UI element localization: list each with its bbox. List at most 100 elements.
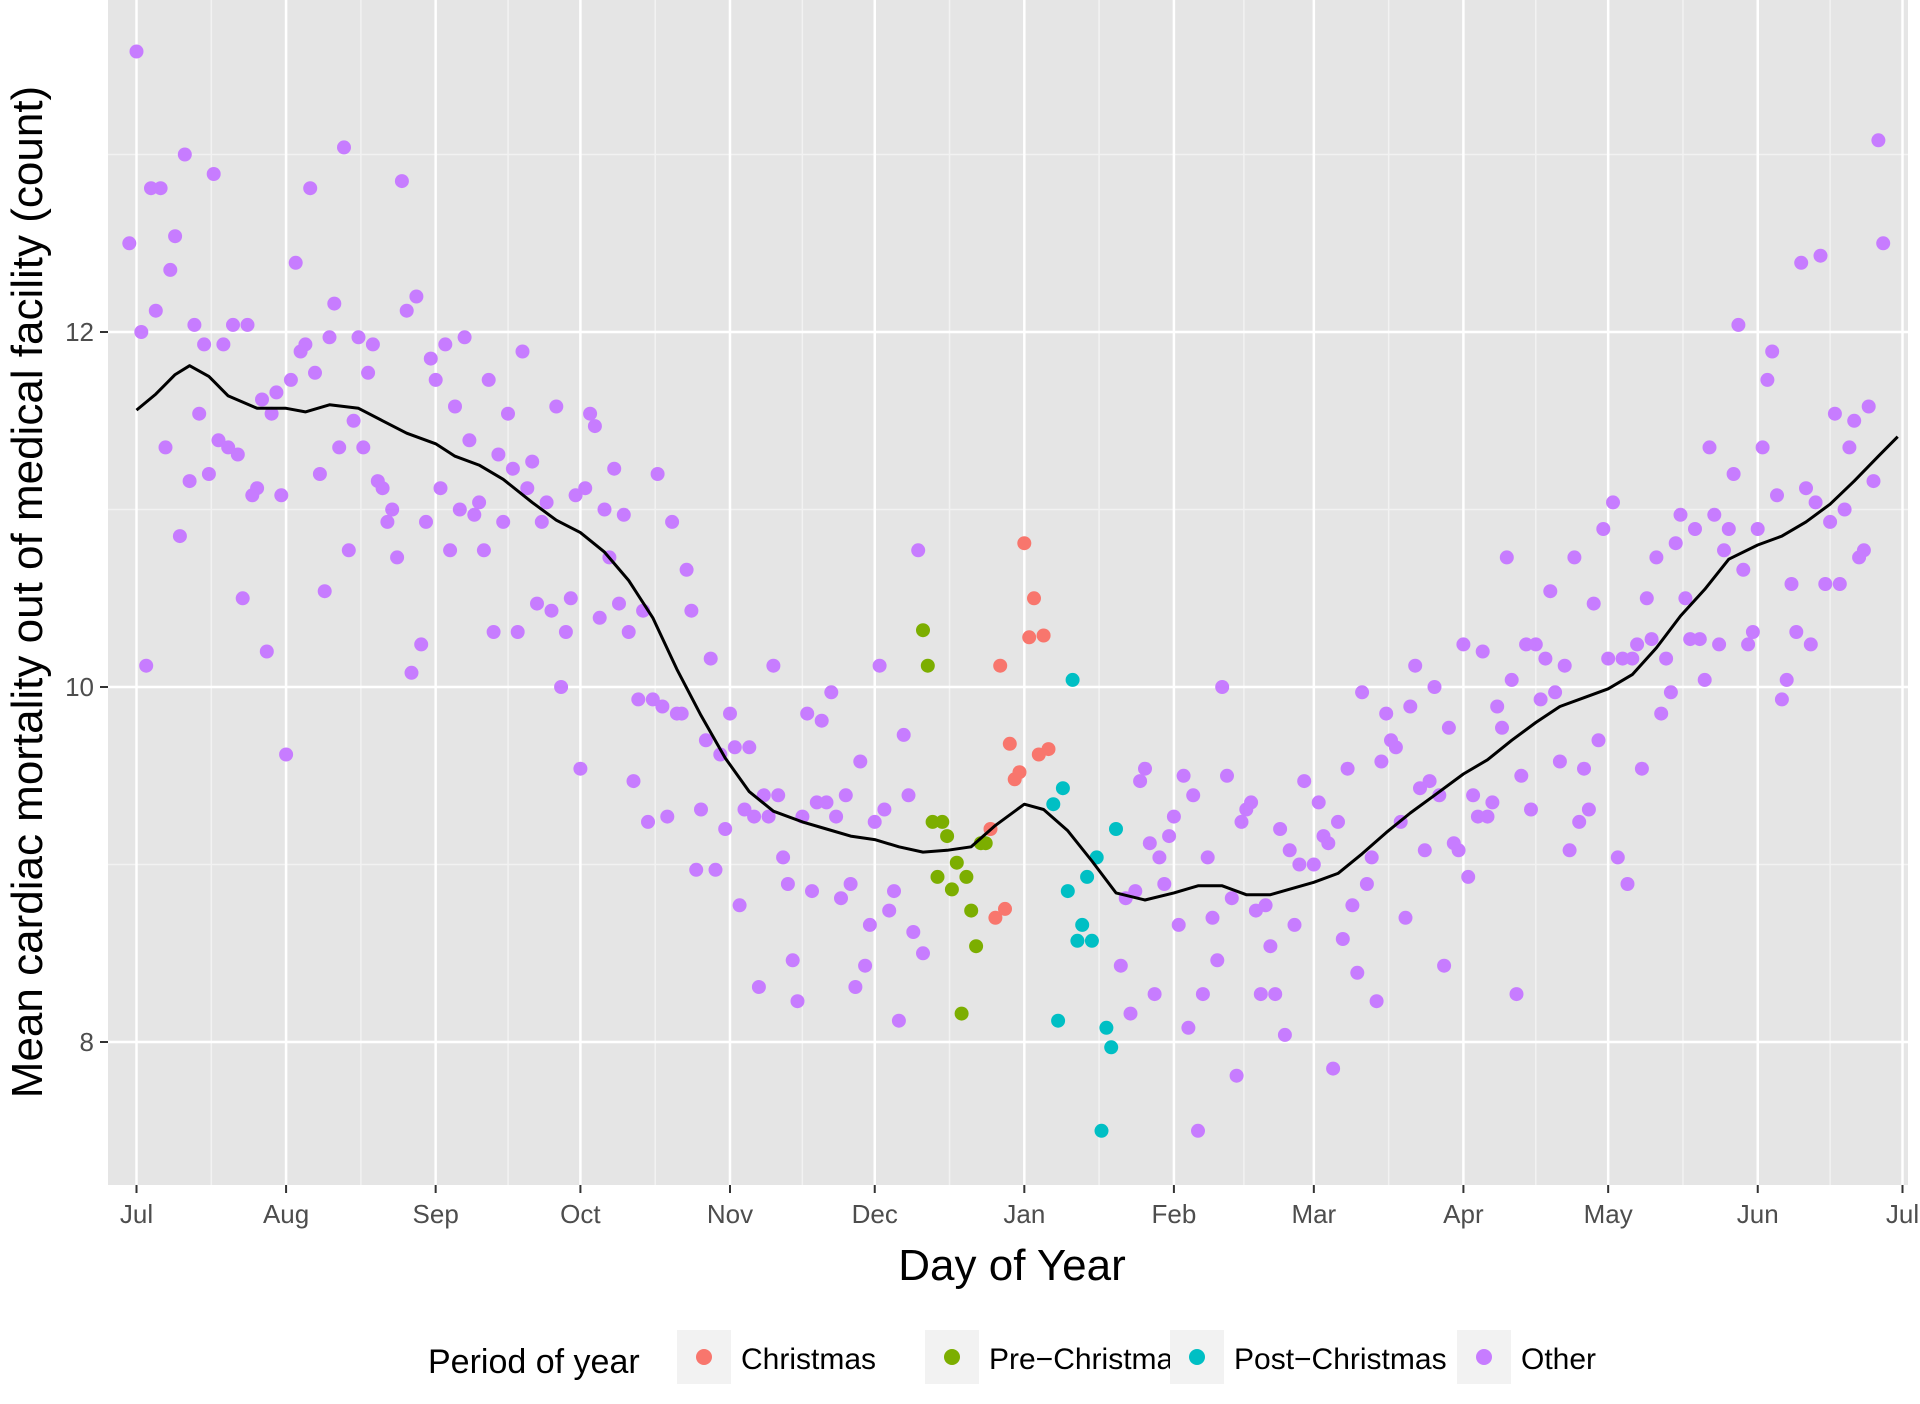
data-point: [1195, 987, 1210, 1002]
data-point: [520, 481, 535, 496]
plot-panel: [108, 0, 1908, 1185]
data-point: [399, 303, 414, 318]
data-point: [1842, 440, 1857, 455]
data-point: [1794, 255, 1809, 270]
data-point: [1142, 836, 1157, 851]
data-point: [607, 461, 622, 476]
data-point: [491, 447, 506, 462]
data-point: [288, 255, 303, 270]
series-christmas: [983, 536, 1056, 925]
data-point: [525, 454, 540, 469]
data-point: [486, 625, 501, 639]
data-point: [1741, 637, 1756, 652]
data-point: [197, 337, 212, 352]
data-point: [375, 481, 390, 496]
data-point: [824, 685, 839, 700]
data-point: [283, 372, 298, 387]
data-point: [419, 514, 433, 529]
data-point: [1335, 932, 1350, 946]
x-tick-label: Mar: [1291, 1199, 1336, 1229]
series-other: [122, 44, 1891, 1138]
data-point: [689, 862, 704, 877]
series-post-christmas: [1046, 672, 1123, 1138]
legend-label: Pre−Christmas: [989, 1343, 1188, 1376]
data-point: [476, 543, 491, 558]
data-point: [1234, 814, 1249, 829]
data-point: [1774, 692, 1789, 707]
data-point: [684, 603, 699, 618]
data-point: [1432, 788, 1447, 803]
data-point: [896, 727, 911, 742]
data-point: [1818, 577, 1833, 591]
data-point: [1557, 658, 1572, 673]
data-point: [365, 337, 380, 352]
data-point: [1041, 742, 1056, 757]
data-point: [1524, 802, 1538, 817]
data-point: [1813, 248, 1828, 263]
data-point: [1398, 910, 1413, 925]
data-point: [809, 795, 824, 810]
scatter-points: [122, 44, 1891, 1138]
legend-title: Period of year: [428, 1343, 640, 1381]
legend-item: Pre−Christmas: [925, 1330, 1188, 1384]
data-point: [612, 596, 626, 611]
data-point: [1702, 440, 1717, 455]
data-point: [168, 229, 183, 244]
data-point: [1162, 829, 1177, 844]
data-point: [385, 502, 400, 517]
data-point: [216, 337, 231, 352]
data-point: [911, 543, 926, 558]
data-point: [761, 809, 776, 824]
data-point: [1543, 584, 1558, 599]
data-point: [414, 637, 429, 652]
data-point: [805, 884, 819, 899]
data-point: [1364, 850, 1379, 865]
data-point: [1229, 1068, 1244, 1083]
data-point: [1490, 699, 1505, 714]
data-point: [322, 330, 337, 345]
data-point: [785, 953, 800, 968]
data-point: [819, 795, 834, 810]
data-point: [134, 325, 149, 339]
data-point: [1215, 680, 1230, 694]
data-point: [732, 898, 747, 913]
data-point: [1166, 809, 1181, 824]
data-point: [380, 514, 395, 529]
data-point: [1601, 651, 1616, 666]
data-point: [1017, 536, 1032, 551]
data-point: [969, 939, 984, 954]
data-point: [346, 413, 361, 428]
data-point: [1808, 495, 1823, 510]
data-point: [1002, 736, 1017, 751]
data-point: [404, 665, 419, 680]
data-point: [1176, 768, 1191, 783]
data-point: [472, 495, 487, 510]
data-point: [901, 788, 916, 803]
data-point: [780, 877, 795, 891]
data-point: [771, 788, 786, 803]
data-point: [1475, 644, 1490, 659]
data-point: [452, 502, 467, 517]
data-point: [935, 814, 950, 829]
data-point: [1823, 514, 1838, 529]
data-point: [1827, 406, 1842, 421]
grid-lines: [108, 0, 1908, 1185]
data-point: [549, 399, 564, 414]
data-point: [1688, 522, 1702, 536]
data-point: [597, 502, 612, 517]
legend-label: Christmas: [741, 1343, 876, 1376]
data-point: [621, 625, 636, 639]
data-point: [1876, 236, 1891, 251]
data-point: [1123, 1006, 1138, 1021]
legend-item: Other: [1457, 1330, 1596, 1384]
x-tick-label: Aug: [263, 1199, 309, 1229]
data-point: [1644, 632, 1659, 647]
data-point: [356, 440, 371, 455]
data-point: [1403, 699, 1418, 714]
data-point: [1220, 768, 1234, 783]
x-tick-label: Feb: [1151, 1199, 1196, 1229]
data-point: [1538, 651, 1553, 666]
data-point: [1191, 1123, 1205, 1138]
data-point: [235, 591, 250, 606]
data-point: [1128, 884, 1143, 899]
